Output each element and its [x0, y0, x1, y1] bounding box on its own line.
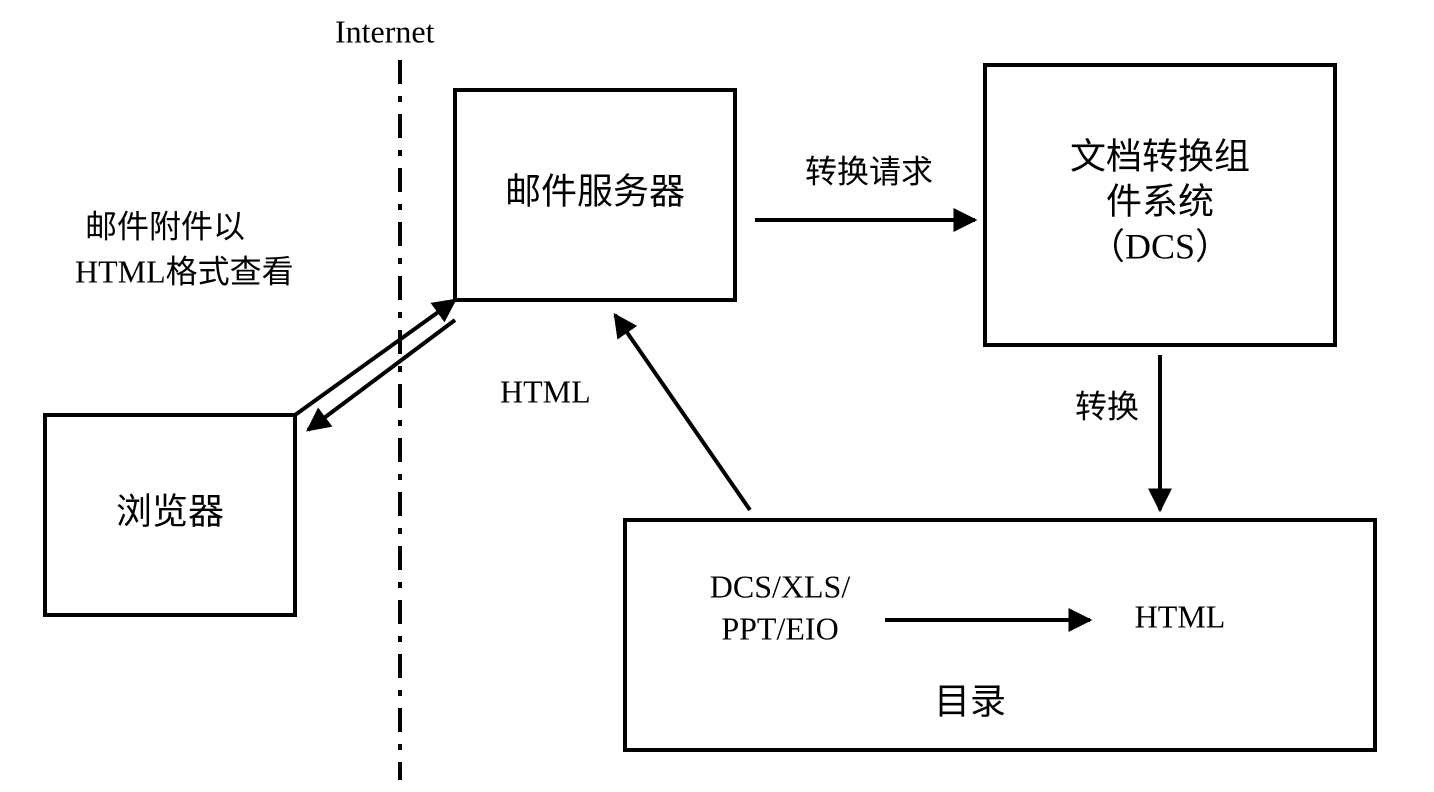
directory-title: 目录 [934, 681, 1006, 721]
dcs-node: 文档转换组件系统 （DCS） [985, 65, 1335, 345]
mailserver-node: 邮件服务器 [455, 90, 735, 300]
directory-source-formats: PPT/EIO [721, 610, 838, 646]
directory-node: DCS/XLS/PPT/EIO HTML 目录 [625, 520, 1375, 750]
browser-label: 浏览器 [116, 491, 224, 531]
label-attach_l2: HTML格式查看 [75, 253, 294, 289]
edge-browser-mail-back [308, 320, 455, 430]
browser-node: 浏览器 [45, 415, 295, 615]
label-html_mid: HTML [500, 373, 591, 409]
label-convert_req: 转换请求 [805, 153, 933, 189]
label-convert: 转换 [1075, 388, 1139, 424]
label-internet: Internet [335, 13, 435, 49]
edge-browser-mail-fwd [295, 300, 455, 415]
dcs-label: 文档转换组 [1070, 136, 1250, 176]
mailserver-label: 邮件服务器 [505, 171, 685, 211]
edge-dir-mail [615, 315, 750, 510]
dcs-label: （DCS） [1089, 226, 1231, 266]
dcs-label: 件系统 [1106, 181, 1214, 221]
label-attach_l1: 邮件附件以 [85, 208, 245, 244]
directory-target-format: HTML [1135, 598, 1226, 634]
directory-source-formats: DCS/XLS/ [710, 568, 851, 604]
